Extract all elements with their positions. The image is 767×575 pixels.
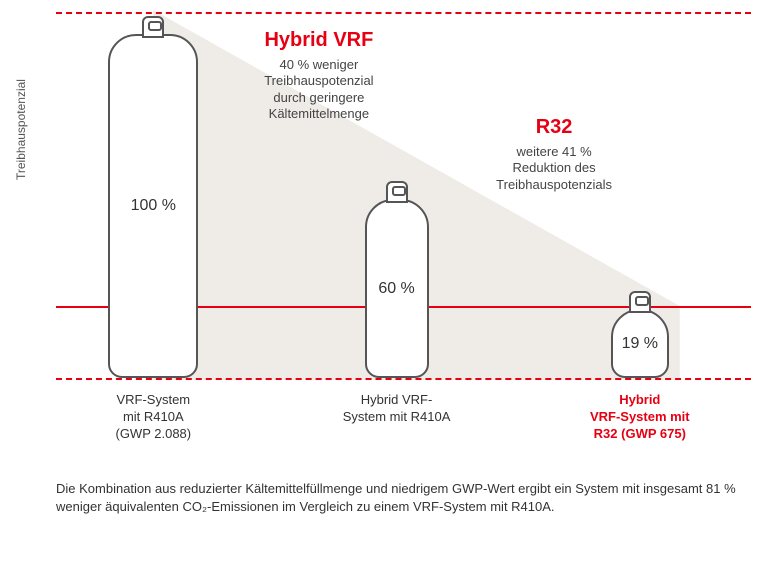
annotation-title: R32	[459, 115, 649, 140]
annotation-subtext: weitere 41 %Reduktion desTreibhauspotenz…	[459, 144, 649, 193]
x-label-2: Hybrid VRF-System mit R410A	[317, 392, 477, 426]
x-axis-labels: VRF-Systemmit R410A(GWP 2.088) Hybrid VRF…	[56, 388, 751, 458]
y-axis-label: Treibhauspotenzial	[14, 79, 28, 180]
cylinder-pct-label: 60 %	[378, 280, 414, 298]
guideline-top	[56, 12, 751, 14]
cylinder-valve-icon	[142, 16, 164, 38]
cylinder-valve-icon	[629, 291, 651, 313]
cylinder-pct-label: 19 %	[622, 335, 658, 353]
annotation-subtext: 40 % wenigerTreibhauspotenzialdurch geri…	[209, 57, 429, 122]
chart-plot-area: 100 % 60 % 19 % Hybrid VRF 40 % wenigerTrei…	[56, 10, 751, 380]
cylinder-pct-label: 100 %	[131, 197, 176, 215]
cylinder-3: 19 %	[611, 309, 669, 378]
cylinder-2: 60 %	[365, 199, 429, 378]
annotation-1: Hybrid VRF 40 % wenigerTreibhauspotenzial…	[209, 28, 429, 122]
cylinder-valve-icon	[386, 181, 408, 203]
annotation-title: Hybrid VRF	[209, 28, 429, 53]
x-label-1: VRF-Systemmit R410A(GWP 2.088)	[73, 392, 233, 443]
guideline-bottom	[56, 378, 751, 380]
cylinder-1: 100 %	[108, 34, 198, 378]
footnote-text: Die Kombination aus reduzierter Kältemit…	[56, 480, 736, 515]
annotation-2: R32 weitere 41 %Reduktion desTreibhauspot…	[459, 115, 649, 193]
x-label-3: HybridVRF-System mitR32 (GWP 675)	[560, 392, 720, 443]
